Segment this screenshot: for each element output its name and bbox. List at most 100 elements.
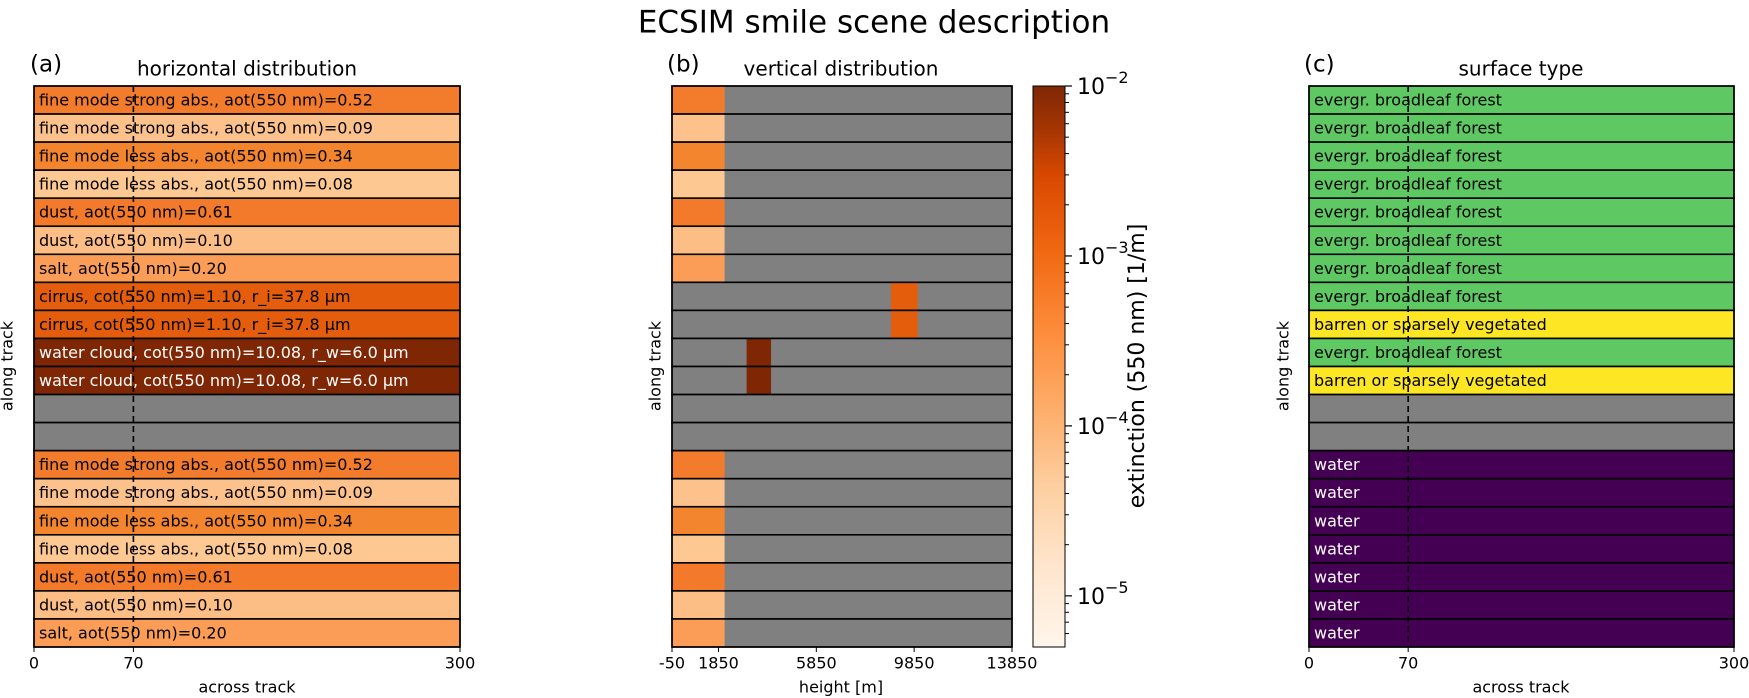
row-fill [1309, 422, 1734, 451]
row-labels-c: evergr. broadleaf forest evergr. broadlea… [1314, 91, 1547, 643]
row-fill [1309, 562, 1734, 591]
row-a-12 [33, 393, 461, 424]
row-label: evergr. broadleaf forest [1314, 259, 1502, 278]
extinction-cell [672, 254, 725, 283]
x-ticks-b: -50 1850 5850 9850 13850 [659, 647, 1037, 673]
row-c-13 [1308, 421, 1735, 452]
row-label: dust, aot(550 nm)=0.61 [39, 203, 233, 222]
row-background [672, 366, 1012, 395]
row-b-14 [671, 449, 1013, 480]
row-background [672, 114, 1012, 143]
row-fill [34, 254, 460, 283]
row-c-17 [1308, 533, 1735, 564]
x-ticks-a: 0 70 300 [29, 647, 475, 673]
y-axis-label-a: along track [0, 320, 17, 411]
row-background [672, 338, 1012, 367]
row-stack-c [1308, 85, 1735, 648]
row-c-4 [1308, 169, 1735, 199]
row-b-13 [671, 421, 1013, 452]
row-background [672, 450, 1012, 479]
row-a-13 [33, 421, 461, 452]
x-tick-label: 300 [445, 654, 476, 673]
row-label: evergr. broadleaf forest [1314, 119, 1502, 138]
row-label: water [1314, 483, 1360, 502]
axes-frame-b [671, 85, 1013, 648]
row-a-17 [33, 533, 461, 564]
row-fill [1309, 618, 1734, 647]
row-fill [1309, 142, 1734, 171]
y-axis-label-b: along track [646, 320, 665, 411]
colorbar-gradient [1032, 85, 1066, 648]
row-background [672, 226, 1012, 255]
row-a-14 [33, 449, 461, 480]
row-fill [34, 170, 460, 199]
row-label: fine mode less abs., aot(550 nm)=0.08 [39, 175, 353, 194]
x-ticks-c: 0 70 300 [1304, 647, 1749, 673]
extinction-cell [672, 590, 725, 619]
row-b-4 [671, 169, 1013, 199]
extinction-cell [890, 310, 918, 339]
row-background [672, 86, 1012, 115]
panel-horizontal-distribution: (a) horizontal distribution fine mode st… [0, 52, 475, 697]
extinction-cell [746, 366, 772, 395]
row-c-5 [1308, 197, 1735, 228]
x-tick-label: 5850 [796, 654, 837, 673]
row-fill [1309, 310, 1734, 339]
row-fill [34, 310, 460, 339]
axes-frame-a [33, 85, 461, 648]
row-label: evergr. broadleaf forest [1314, 91, 1502, 110]
panel-title-a: horizontal distribution [137, 57, 357, 81]
x-tick-label: 70 [123, 654, 143, 673]
colorbar-tick-label: 10−2 [1077, 68, 1129, 100]
row-label: evergr. broadleaf forest [1314, 203, 1502, 222]
row-label: cirrus, cot(550 nm)=1.10, r_i=37.8 μm [39, 287, 351, 307]
row-b-12 [671, 393, 1013, 424]
panel-title-b: vertical distribution [744, 57, 939, 81]
row-label: water cloud, cot(550 nm)=10.08, r_w=6.0 … [39, 343, 409, 363]
extinction-cell [672, 142, 725, 171]
colorbar-tick-label: 10−4 [1077, 408, 1129, 440]
row-label: fine mode less abs., aot(550 nm)=0.34 [39, 147, 353, 166]
x-axis-label-c: across track [1472, 678, 1570, 697]
x-tick-label: 0 [29, 654, 39, 673]
panel-vertical-distribution: (b) vertical distribution -50 1850 5850 985… [646, 52, 1151, 697]
row-label: fine mode strong abs., aot(550 nm)=0.52 [39, 91, 373, 110]
row-fill [34, 86, 460, 115]
row-fill [1309, 394, 1734, 423]
extinction-cell [672, 478, 725, 507]
x-tick-label: 300 [1719, 654, 1749, 673]
extinction-cell [672, 450, 725, 479]
row-label: dust, aot(550 nm)=0.61 [39, 567, 233, 586]
row-c-20 [1308, 618, 1735, 648]
row-c-3 [1308, 141, 1735, 171]
row-fill [34, 198, 460, 227]
colorbar-tick-label: 10−3 [1077, 238, 1129, 270]
row-background [672, 422, 1012, 451]
row-label: water [1314, 623, 1360, 642]
row-label: evergr. broadleaf forest [1314, 343, 1502, 362]
row-label: water cloud, cot(550 nm)=10.08, r_w=6.0 … [39, 371, 409, 391]
row-b-20 [671, 618, 1013, 648]
row-label: fine mode less abs., aot(550 nm)=0.34 [39, 511, 353, 530]
extinction-cell [672, 170, 725, 199]
row-b-15 [671, 477, 1013, 508]
row-background [672, 506, 1012, 535]
row-label: evergr. broadleaf forest [1314, 147, 1502, 166]
row-label: water [1314, 539, 1360, 558]
row-fill [34, 590, 460, 619]
row-fill [1309, 226, 1734, 255]
row-a-2 [33, 113, 461, 143]
row-label: fine mode strong abs., aot(550 nm)=0.52 [39, 455, 373, 474]
row-background [672, 282, 1012, 311]
x-axis-label-a: across track [198, 678, 296, 697]
row-c-16 [1308, 505, 1735, 536]
x-tick-label: -50 [659, 654, 685, 673]
row-b-2 [671, 113, 1013, 143]
row-background [672, 142, 1012, 171]
extinction-cell [672, 562, 725, 591]
row-fill [1309, 338, 1734, 367]
row-fill [34, 142, 460, 171]
row-label: water [1314, 567, 1360, 586]
row-fill [1309, 506, 1734, 535]
